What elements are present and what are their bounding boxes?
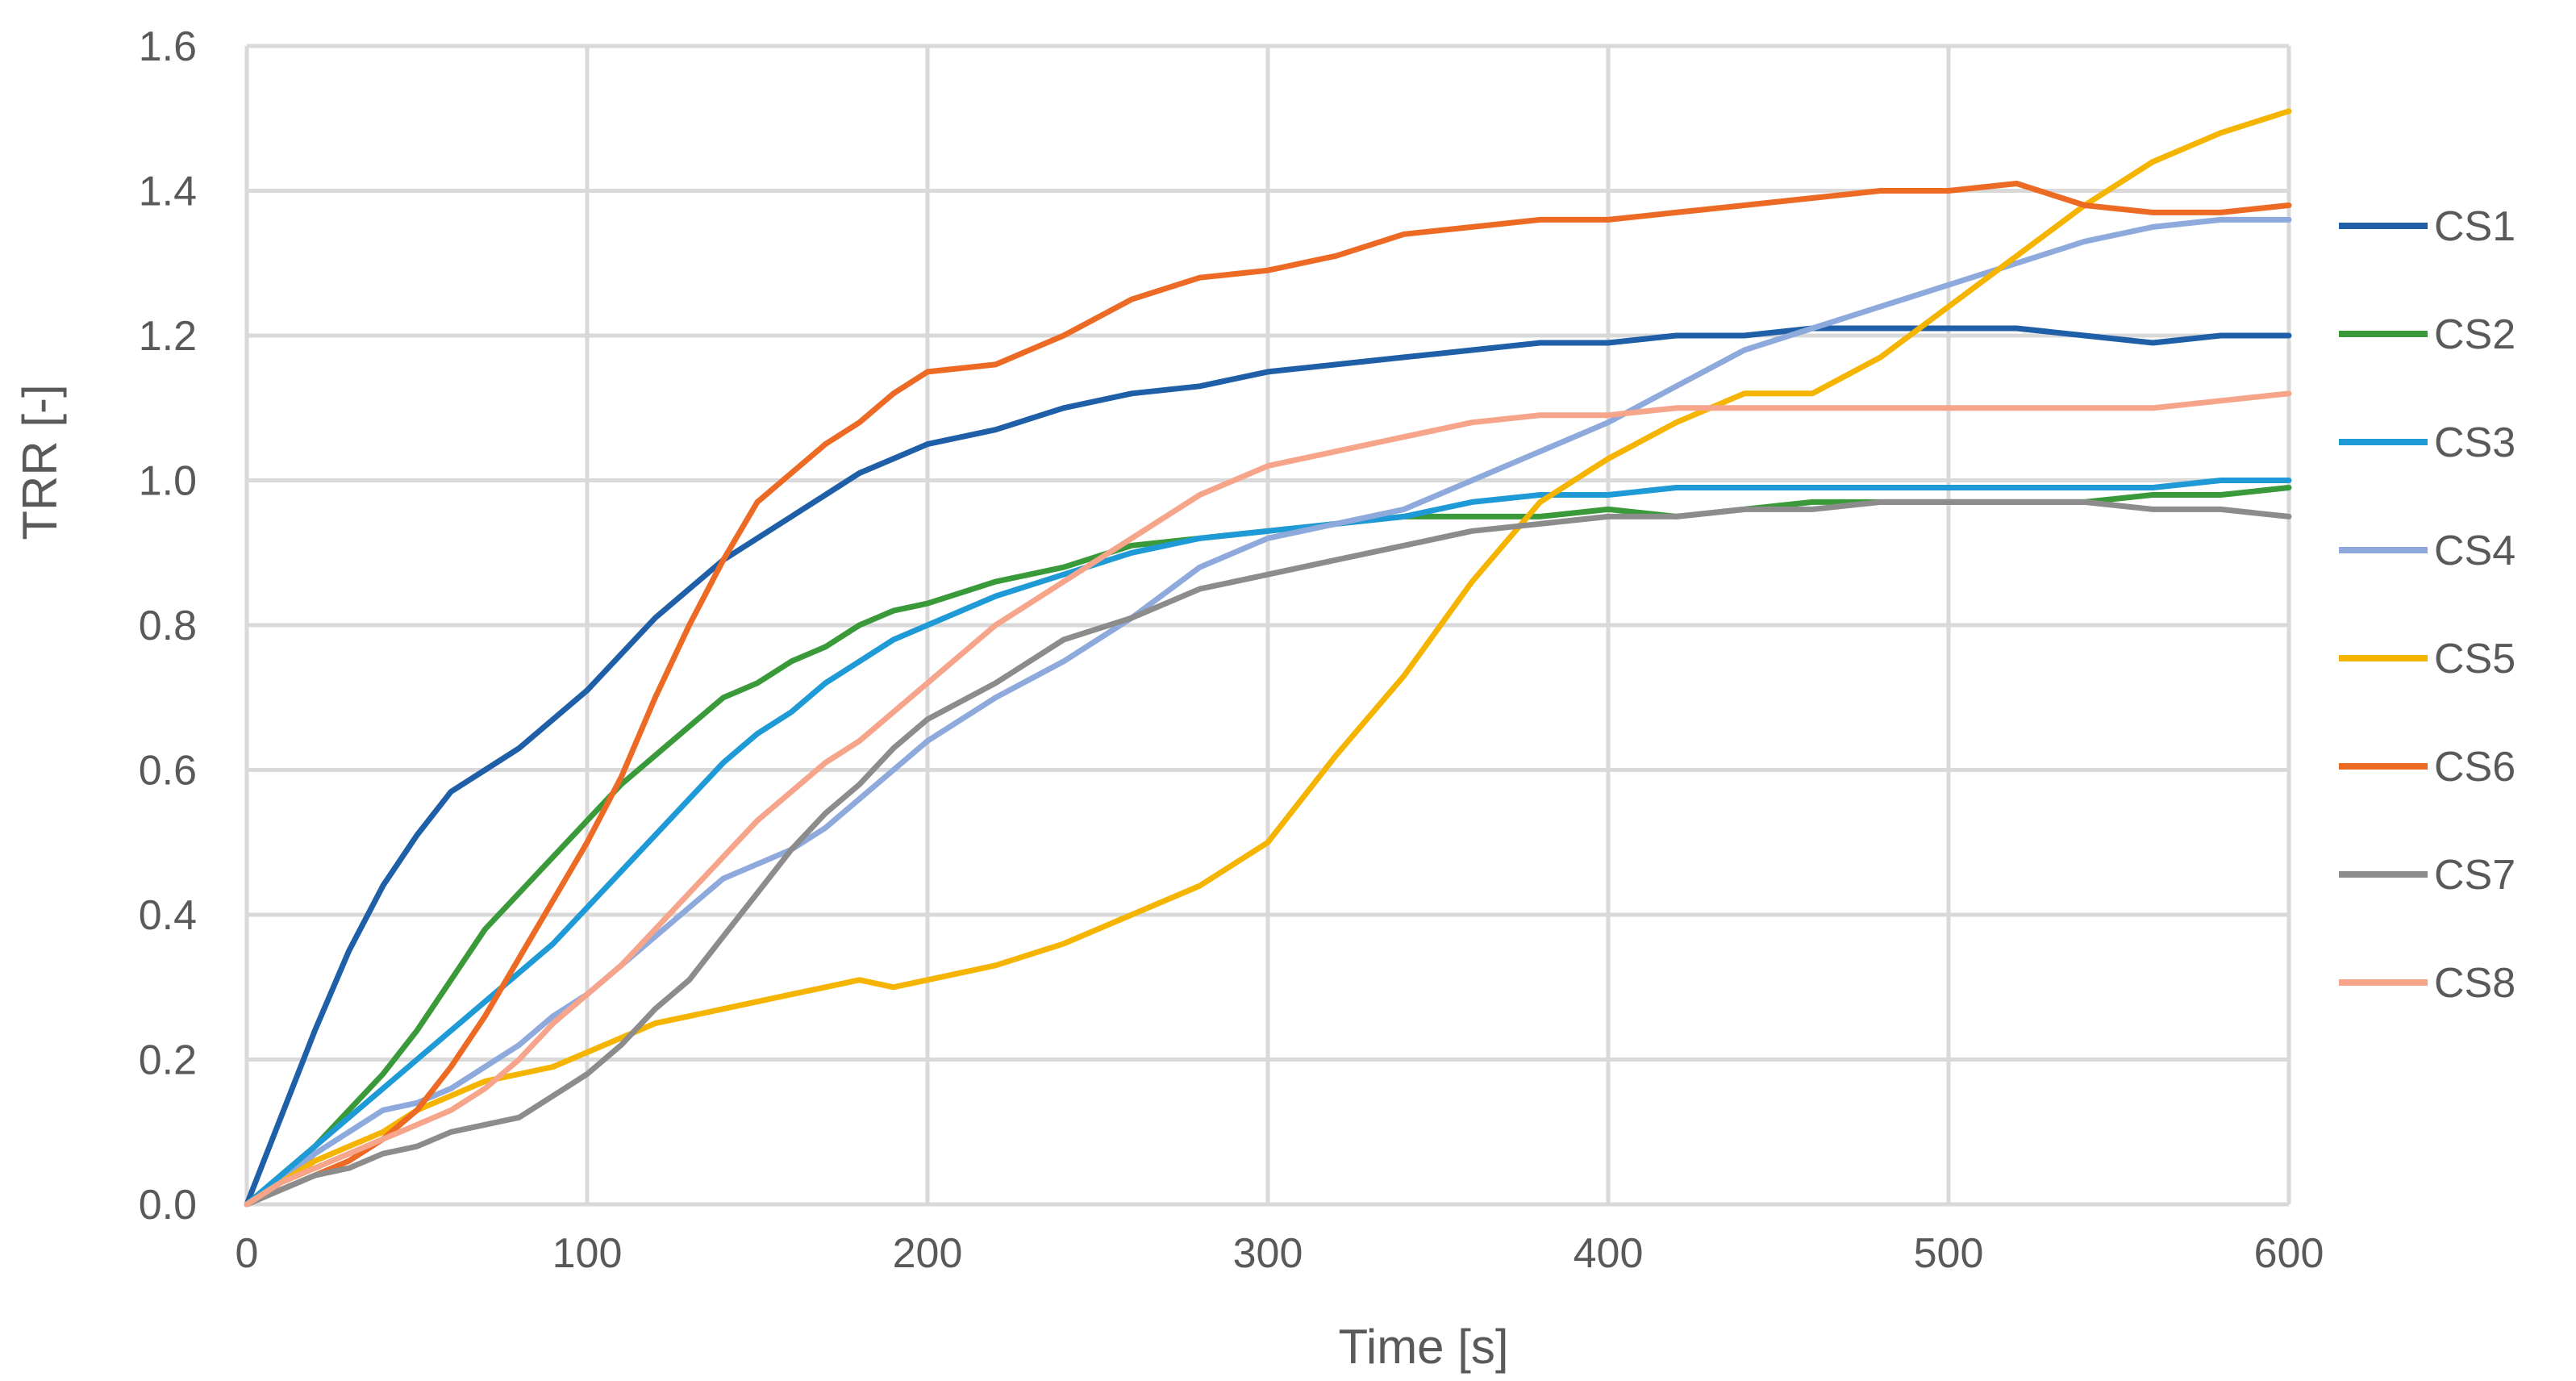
legend-label: CS7 [2434,852,2516,899]
legend-item-cs7: CS7 [2339,852,2516,899]
legend-item-cs3: CS3 [2339,419,2516,466]
legend-label: CS6 [2434,744,2516,791]
series-line-cs4 [244,216,2292,1208]
gridlines [244,44,2291,1207]
legend-label: CS1 [2434,203,2516,250]
legend-label: CS4 [2434,528,2516,574]
legend-label: CS3 [2434,419,2516,466]
y-tick-label: 1.6 [139,23,197,70]
legend-label: CS8 [2434,960,2516,1007]
series-line-cs8 [244,390,2292,1208]
y-tick-label: 1.2 [139,313,197,360]
y-tick-label: 1.4 [139,169,197,215]
series-line-cs6 [244,181,2292,1208]
series-line-cs5 [244,108,2292,1208]
legend-item-cs5: CS5 [2339,636,2516,682]
series-line-cs1 [244,325,2292,1208]
y-tick-label: 0.6 [139,748,197,795]
y-tick-label: 1.0 [139,458,197,505]
y-tick-label: 0.8 [139,603,197,649]
y-axis-title: TRR [-] [13,384,67,540]
x-tick-label: 100 [552,1230,623,1277]
y-axis-ticks: 0.0 0.2 0.4 0.6 0.8 1.0 1.2 1.4 1.6 [139,23,197,1229]
x-tick-label: 200 [893,1230,963,1277]
series-lines [244,108,2292,1208]
legend-item-cs6: CS6 [2339,744,2516,791]
legend: CS1 CS2 CS3 CS4 CS5 CS6 CS7 CS8 [2339,203,2516,1007]
x-tick-label: 400 [1574,1230,1644,1277]
legend-item-cs4: CS4 [2339,528,2516,574]
series-line-cs7 [244,499,2292,1208]
series-line-cs2 [244,485,2292,1208]
series-line-cs3 [244,478,2292,1208]
legend-label: CS5 [2434,636,2516,682]
y-tick-label: 0.2 [139,1037,197,1084]
legend-item-cs8: CS8 [2339,960,2516,1007]
x-tick-label: 500 [1914,1230,1984,1277]
x-axis-ticks: 0 100 200 300 400 500 600 [236,1230,2324,1277]
y-tick-label: 0.4 [139,892,197,939]
legend-item-cs2: CS2 [2339,311,2516,358]
x-tick-label: 600 [2254,1230,2324,1277]
x-tick-label: 300 [1233,1230,1303,1277]
legend-item-cs1: CS1 [2339,203,2516,250]
legend-label: CS2 [2434,311,2516,358]
y-tick-label: 0.0 [139,1182,197,1229]
x-axis-title: Time [s] [1338,1320,1508,1374]
x-tick-label: 0 [236,1230,259,1277]
